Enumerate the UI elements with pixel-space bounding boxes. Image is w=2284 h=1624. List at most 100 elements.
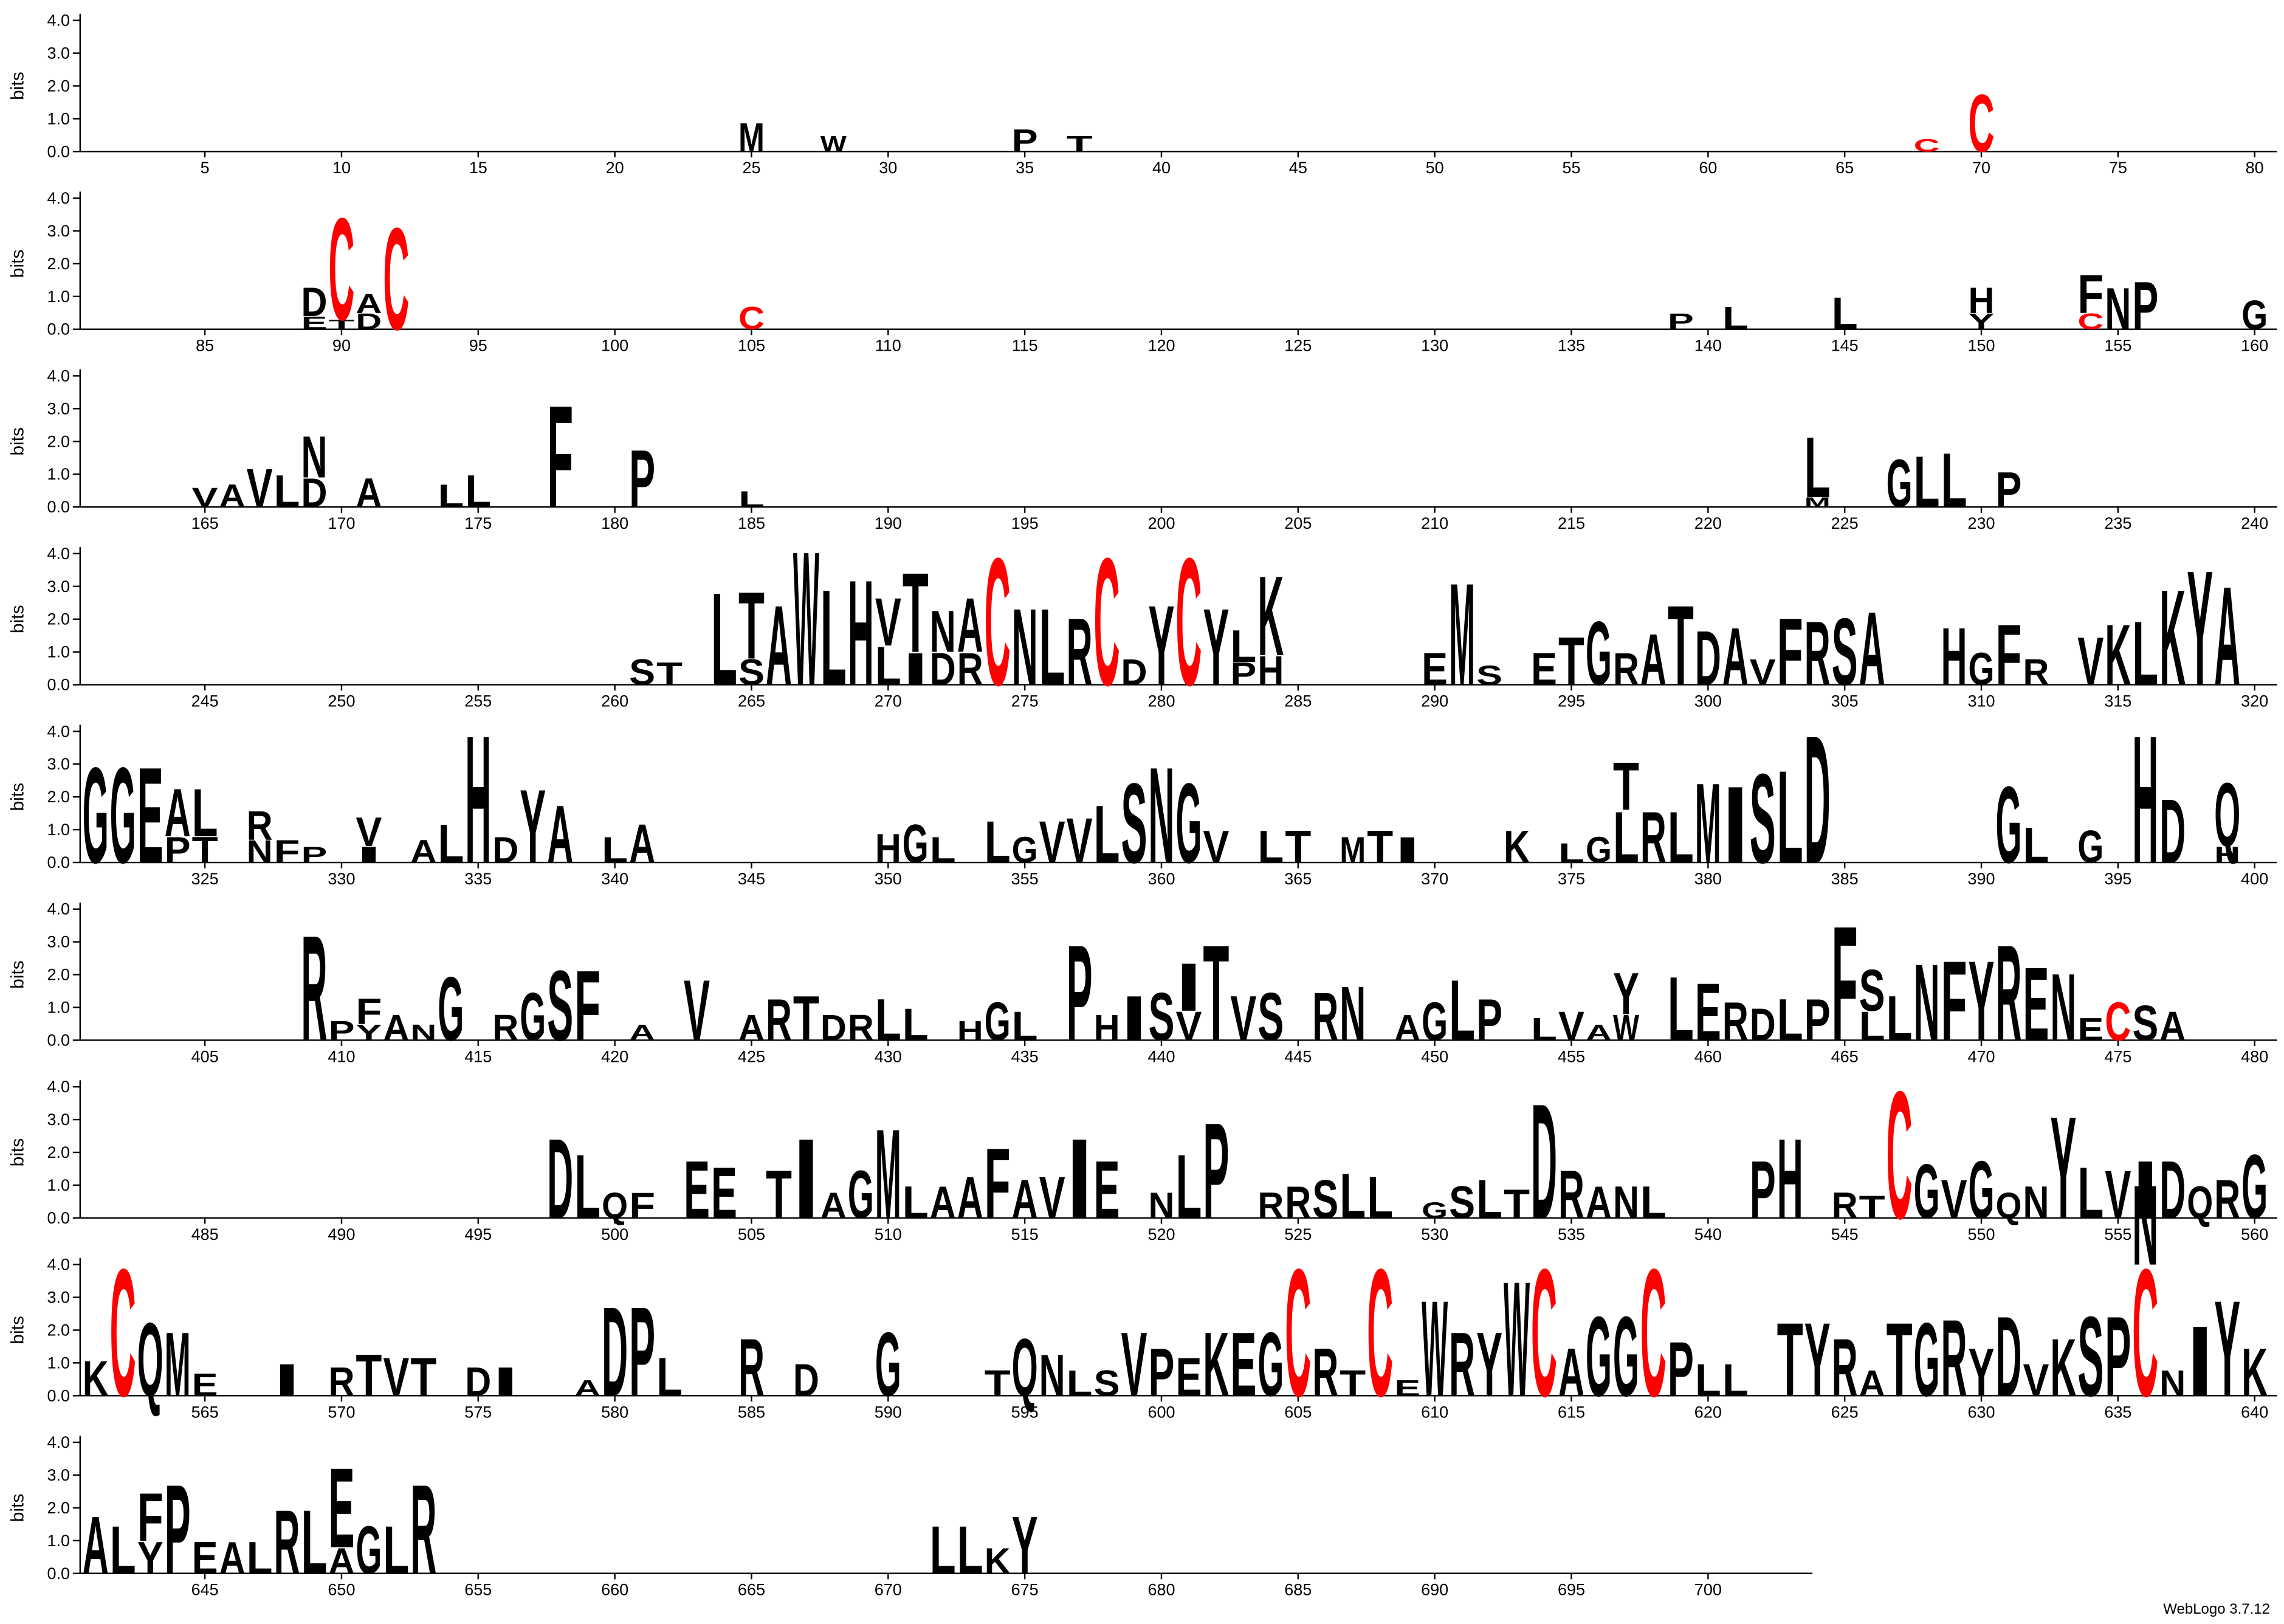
logo-letter: N [1012,586,1038,708]
logo-letter: K [83,1350,109,1406]
logo-letter: D [1531,1069,1557,1253]
x-tick-label: 70 [1972,159,1990,177]
logo-letter: N [2105,276,2131,342]
logo-letter: G [1257,1314,1284,1416]
x-tick-label: 505 [738,1225,765,1244]
x-tick-label: 540 [1694,1225,1722,1244]
logo-letter: G [1012,830,1038,871]
logo-letter: L [301,1492,328,1593]
logo-letter: D [465,1359,491,1405]
logo-letter: M [738,114,765,160]
logo-letter: L [930,1512,956,1588]
logo-letter: N [1039,1342,1065,1408]
logo-letter: Y [1476,1314,1502,1416]
logo-letter: G [2241,1136,2268,1237]
x-tick-label: 395 [2104,870,2131,888]
y-axis-label: bits [7,1138,27,1167]
logo-letter: G [1422,991,1448,1052]
y-tick-label: 1.0 [47,1354,71,1372]
logo-letter: E [192,1532,218,1583]
x-tick-label: 525 [1284,1225,1312,1244]
x-tick-label: 355 [1011,870,1039,888]
x-tick-label: 465 [1831,1047,1859,1065]
logo-letter: P [1668,1326,1694,1412]
logo-letter: L [1230,621,1256,671]
x-tick-label: 205 [1284,514,1312,532]
x-tick-label: 555 [2104,1225,2131,1244]
logo-letter: R [1558,1157,1584,1233]
x-tick-label: 325 [191,870,219,888]
x-tick-label: 165 [191,514,219,532]
logo-letter: R [492,1008,518,1049]
x-tick-label: 700 [1694,1581,1722,1599]
x-tick-label: 570 [328,1403,355,1421]
logo-letter: E [711,1153,737,1234]
logo-letter: A [219,1532,246,1583]
logo-letter: M [1695,759,1721,887]
x-tick-label: 285 [1284,692,1312,710]
logo-letter: D [492,830,518,871]
x-tick-label: 515 [1011,1225,1039,1244]
logo-letter: G [903,813,929,874]
logo-letter: Y [137,1532,163,1583]
x-tick-label: 405 [191,1047,219,1065]
logo-letter: S [1312,1168,1338,1230]
logo-letter: P [1476,986,1502,1053]
x-tick-label: 500 [601,1225,628,1244]
logo-letter: L [1941,438,1967,524]
y-tick-label: 2.0 [47,432,71,450]
logo-letter: T [1504,1181,1530,1227]
logo-letter: P [629,433,655,525]
logo-letter: T [1367,822,1393,872]
logo-letter: Q [602,1186,628,1227]
x-tick-label: 95 [469,337,487,355]
logo-letter: Q [1012,1322,1038,1414]
logo-letter: E [192,1368,218,1403]
logo-letter: F [547,376,573,538]
x-tick-label: 595 [1011,1403,1039,1421]
x-tick-label: 195 [1011,514,1039,532]
x-tick-label: 75 [2109,159,2127,177]
y-tick-label: 0.0 [47,320,71,339]
logo-letter: F [356,992,382,1033]
logo-letter: F [274,834,300,870]
logo-letter: G [2077,822,2103,872]
logo-letter: V [192,483,219,513]
logo-letter: G [1969,1144,1995,1236]
logo-letter: K [1504,822,1530,872]
logo-letter: H [1941,611,1967,703]
x-tick-label: 120 [1147,337,1175,355]
x-tick-label: 615 [1558,1403,1585,1421]
x-tick-label: 200 [1147,514,1175,532]
logo-letter: H [875,825,901,871]
logo-letter: L [1094,789,1120,881]
logo-letter: V [1039,809,1065,875]
x-tick-label: 155 [2104,337,2131,355]
x-tick-label: 50 [1426,159,1444,177]
y-tick-label: 3.0 [47,222,71,240]
logo-letter: A [1012,1168,1038,1230]
logo-letter: I [356,842,382,868]
logo-letter: C [1175,520,1202,724]
y-tick-label: 2.0 [47,1321,71,1339]
logo-letter: R [2214,1168,2240,1230]
logo-letter: L [1777,743,1803,891]
logo-letter: H [1969,281,1995,322]
x-tick-label: 490 [328,1225,355,1244]
x-tick-label: 610 [1421,1403,1448,1421]
x-tick-label: 685 [1284,1581,1312,1599]
y-axis-label: bits [7,250,27,278]
logo-letter: T [1558,624,1584,700]
y-tick-label: 0.0 [47,1564,71,1583]
y-axis-label: bits [7,427,27,456]
logo-letter: S [1094,1363,1120,1404]
logo-letter: N [1914,941,1940,1064]
y-axis-label: bits [7,605,27,633]
x-tick-label: 440 [1147,1047,1175,1065]
x-tick-label: 40 [1152,159,1171,177]
logo-letter: V [383,1346,409,1408]
logo-letter: R [301,904,328,1072]
y-axis-label: bits [7,72,27,100]
x-tick-label: 445 [1284,1047,1312,1065]
